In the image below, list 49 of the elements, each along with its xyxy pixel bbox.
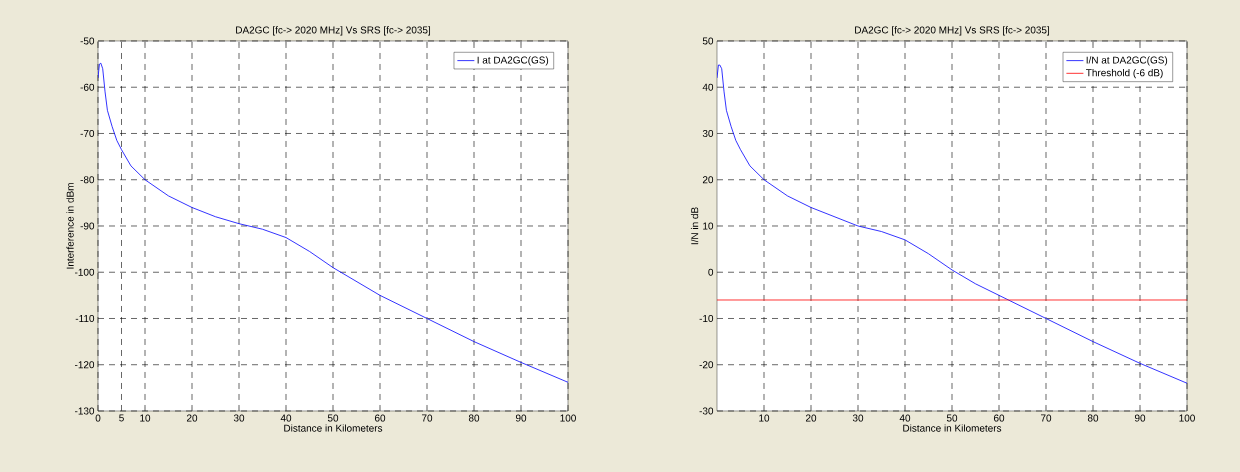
x-tick-label: 100	[560, 414, 576, 422]
x-tick-label: 80	[468, 414, 480, 422]
x-axis-title: Distance in Kilometers	[903, 424, 1002, 432]
x-tick-label: 70	[1040, 414, 1052, 422]
x-tick-label: 80	[1087, 414, 1099, 422]
y-tick-label: 0	[708, 268, 714, 276]
y-tick-label: -110	[75, 314, 95, 323]
y-tick-label: -30	[699, 407, 714, 415]
x-tick-label: 70	[421, 414, 433, 422]
legend-label: Threshold (-6 dB)	[1086, 68, 1163, 79]
x-tick-label: 20	[805, 414, 817, 422]
x-tick-label: 10	[140, 414, 151, 422]
y-tick-label: -60	[80, 83, 95, 91]
y-tick-label: 20	[702, 176, 714, 184]
chart-title: DA2GC [fc-> 2020 MHz] Vs SRS [fc-> 2035]	[236, 26, 431, 36]
y-tick-label: 30	[702, 129, 714, 138]
x-tick-label: 10	[759, 414, 770, 422]
x-tick-label: 90	[1134, 414, 1146, 422]
x-tick-label: 40	[280, 414, 292, 422]
x-tick-label: 30	[852, 414, 864, 422]
y-axis-title: I/N in dB	[690, 207, 699, 245]
y-tick-label: -70	[80, 129, 95, 138]
x-tick-label: 50	[327, 414, 339, 422]
x-tick-label: 5	[119, 414, 124, 422]
y-tick-label: -20	[699, 361, 714, 369]
x-tick-label: 20	[186, 414, 198, 422]
y-tick-label: -80	[80, 176, 95, 184]
y-tick-label: -120	[74, 361, 95, 369]
x-tick-label: 40	[899, 414, 911, 422]
y-tick-label: 40	[702, 83, 714, 91]
y-tick-label: -100	[74, 268, 95, 276]
y-tick-label: -130	[74, 407, 95, 415]
x-tick-label: 30	[233, 414, 245, 422]
y-tick-label: -90	[80, 222, 95, 230]
x-axis-title: Distance in Kilometers	[284, 424, 383, 432]
x-tick-label: 90	[515, 414, 527, 422]
y-tick-label: -50	[80, 37, 95, 45]
y-tick-label: -10	[699, 314, 714, 323]
x-tick-label: 60	[374, 414, 386, 422]
y-axis-title: Interference in dBm	[66, 183, 74, 269]
y-tick-label: 50	[702, 37, 714, 45]
chart-title: DA2GC [fc-> 2020 MHz] Vs SRS [fc-> 2035]	[855, 26, 1050, 36]
y-tick-label: 10	[703, 222, 714, 230]
legend-label: I at DA2GC(GS)	[477, 56, 549, 66]
x-tick-label: 100	[1179, 414, 1195, 422]
legend-label: I/N at DA2GC(GS)	[1086, 56, 1168, 66]
x-tick-label: 60	[993, 414, 1005, 422]
x-tick-label: 0	[95, 414, 101, 422]
x-tick-label: 50	[946, 414, 958, 422]
